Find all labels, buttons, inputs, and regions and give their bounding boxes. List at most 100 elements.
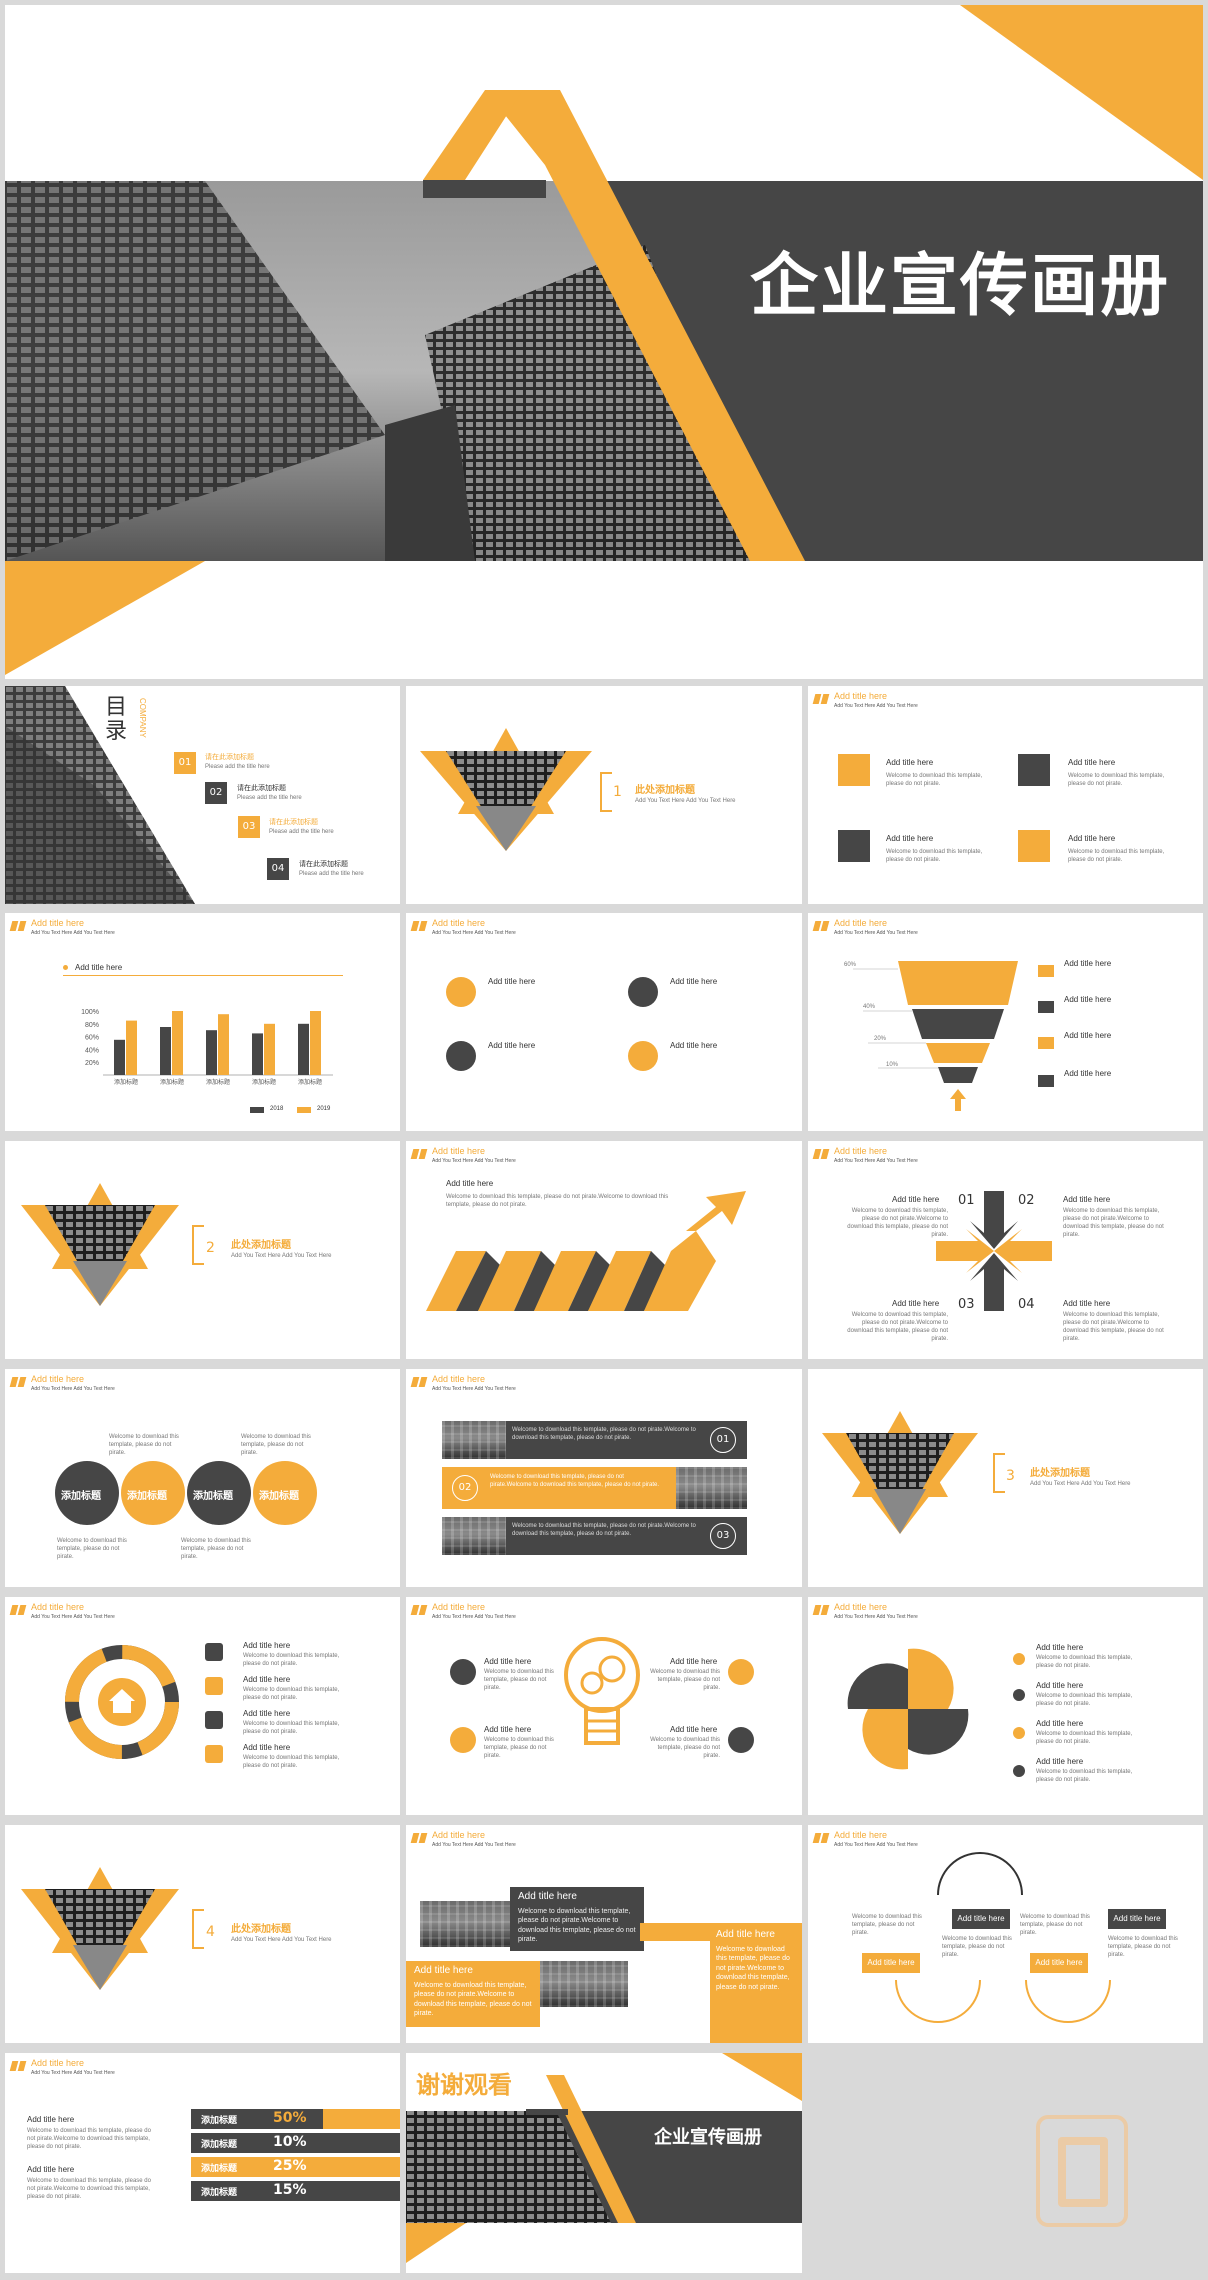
section-sub: Add You Text Here Add You Text Here [635,798,736,804]
section-title: 此处添加标题 [1030,1468,1090,1479]
a-shape [485,90,805,561]
legend-label-2018: 2018 [270,1106,284,1112]
slide-arrow-steps[interactable]: Add title here Add You Text Here Add You … [406,1141,802,1359]
slide-pinwheel[interactable]: Add title here Add You Text Here Add You … [808,1597,1203,1815]
text-card-orange [406,1961,540,2027]
flow-label-1[interactable]: Add title here [862,1953,920,1973]
cross-num-1: 01 [958,1193,975,1208]
card-text: Welcome to download this template, pleas… [414,1982,532,2018]
slide-drops[interactable]: Add title here Add You Text Here Add You … [5,1369,400,1587]
bar-2018-4 [298,1023,309,1075]
item-title: Add title here [1036,1643,1084,1652]
item-title: Add title here [27,2165,75,2174]
drop-4 [253,1461,317,1525]
pct-bar-1 [191,2109,323,2129]
item-text: Welcome to download this template, pleas… [847,1312,948,1343]
pct-ribbon-2 [323,2133,400,2153]
funnel-label-2: 40% [863,1004,876,1010]
item-title: Add title here [670,1657,718,1666]
pct-ribbon-3 [323,2157,400,2177]
slide-ring[interactable]: Add title here Add You Text Here Add You … [5,1597,400,1815]
bar-2019-4 [310,1011,321,1075]
toc-item-3-title[interactable]: 请在此添加标题 [269,818,318,826]
item-text: Welcome to download this template, pleas… [886,849,983,864]
pct-ribbon-4 [323,2181,400,2201]
item-text: Welcome to download this template, pleas… [1068,849,1165,864]
slide-circle-icons[interactable]: Add title here Add You Text Here Add You … [406,913,802,1131]
slide-photo-blocks[interactable]: Add title here Add You Text Here Add You … [406,1825,802,2043]
toc-item-4-title[interactable]: 请在此添加标题 [299,861,348,868]
flow-label-4[interactable]: Add title here [1108,1909,1166,1929]
cross-num-2: 02 [1018,1193,1035,1208]
item-text: Welcome to download this template, pleas… [27,2178,151,2201]
slide-toc[interactable]: 目录 COMPANY 01 请在此添加标题 Please add the tit… [5,686,400,904]
pin-icon [838,830,870,862]
toc-item-3-sub: Please add the title here [269,829,334,835]
num-badge [1013,1765,1025,1777]
slide-section-1[interactable]: 1 此处添加标题 Add You Text Here Add You Text … [406,686,802,904]
drop-2 [121,1461,185,1525]
flow-arcs [895,1852,1111,2023]
slide-thanks[interactable]: 谢谢观看 企业宣传画册 [406,2053,802,2273]
item-title: Add title here [488,1041,536,1050]
funnel-label-4: 10% [886,1062,899,1068]
pct-value-4: 15% [273,2182,307,2198]
item-title: Add title here [1036,1757,1084,1766]
item-text: Welcome to download this template, pleas… [27,2128,151,2151]
text-card-orange-2 [710,1923,802,2043]
corner-triangle [960,5,1203,180]
section-title: 此处添加标题 [635,785,695,796]
section-sub: Add You Text Here Add You Text Here [1030,1481,1131,1487]
star-graphic [21,1867,179,1990]
num-badge [1013,1653,1025,1665]
flow-label-3[interactable]: Add title here [1030,1953,1088,1973]
toc-num-4: 04 [267,858,289,880]
item-text: Welcome to download this template, pleas… [1063,1208,1164,1239]
hero-slide[interactable]: 企业宣传画册 [5,5,1203,679]
slide-lightbulb[interactable]: Add title here Add You Text Here Add You … [406,1597,802,1815]
item-title: Add title here [886,758,934,767]
item-title: Add title here [1036,1719,1084,1728]
drop-1 [55,1461,119,1525]
y-tick-label: 100% [81,1009,99,1016]
slide-section-2[interactable]: 2 此处添加标题 Add You Text Here Add You Text … [5,1141,400,1359]
item-text: Welcome to download this template, pleas… [650,1669,720,1692]
x-tick-label: 添加标题 [114,1078,138,1086]
toc-title: 目录 [105,695,128,745]
tree-icon [1018,754,1050,786]
slide-section-4[interactable]: 4 此处添加标题 Add You Text Here Add You Text … [5,1825,400,2043]
bar-2018-2 [206,1030,217,1075]
section-num: 2 [206,1240,215,1256]
item-text: Welcome to download this template, pleas… [181,1538,251,1561]
fire-icon [728,1659,754,1685]
check-icon [1038,1037,1054,1049]
flow-text: Welcome to download this template, pleas… [1020,1914,1090,1937]
item-title: Add title here [1064,1031,1112,1040]
flow-text: Welcome to download this template, pleas… [1108,1936,1178,1959]
slide-bar-chart[interactable]: Add title here Add You Text Here Add You … [5,913,400,1131]
phone-icon [205,1643,223,1661]
music-icon [446,977,476,1007]
legend-label-2019: 2019 [317,1106,331,1112]
item-text: Welcome to download this template, pleas… [243,1721,340,1736]
slide-flow[interactable]: Add title here Add You Text Here Add You … [808,1825,1203,2043]
toc-item-1-title[interactable]: 请在此添加标题 [205,753,254,761]
item-text: Welcome to download this template, pleas… [243,1653,340,1668]
slide-banners[interactable]: Add title here Add You Text Here Add You … [406,1369,802,1587]
item-title: Add title here [1063,1299,1111,1308]
item-title: Add title here [1064,959,1112,968]
building-icon [450,1727,476,1753]
slide-funnel[interactable]: Add title here Add You Text Here Add You … [808,913,1203,1131]
item-text: Welcome to download this template, pleas… [484,1737,554,1760]
star-graphic [822,1411,978,1534]
slide-section-3[interactable]: 3 此处添加标题 Add You Text Here Add You Text … [808,1369,1203,1587]
slide-icon-grid[interactable]: Add title here Add You Text Here Add You … [808,686,1203,904]
slide-percentages[interactable]: Add title here Add You Text Here Add You … [5,2053,400,2273]
star-graphic [21,1183,179,1306]
x-tick-label: 添加标题 [298,1078,322,1086]
slide-cross-arrows[interactable]: Add title here Add You Text Here Add You … [808,1141,1203,1359]
bar-2019-0 [126,1020,137,1075]
toc-item-2-title[interactable]: 请在此添加标题 [237,785,286,792]
flow-label-2[interactable]: Add title here [952,1909,1010,1929]
banner-1-photo [442,1421,506,1459]
